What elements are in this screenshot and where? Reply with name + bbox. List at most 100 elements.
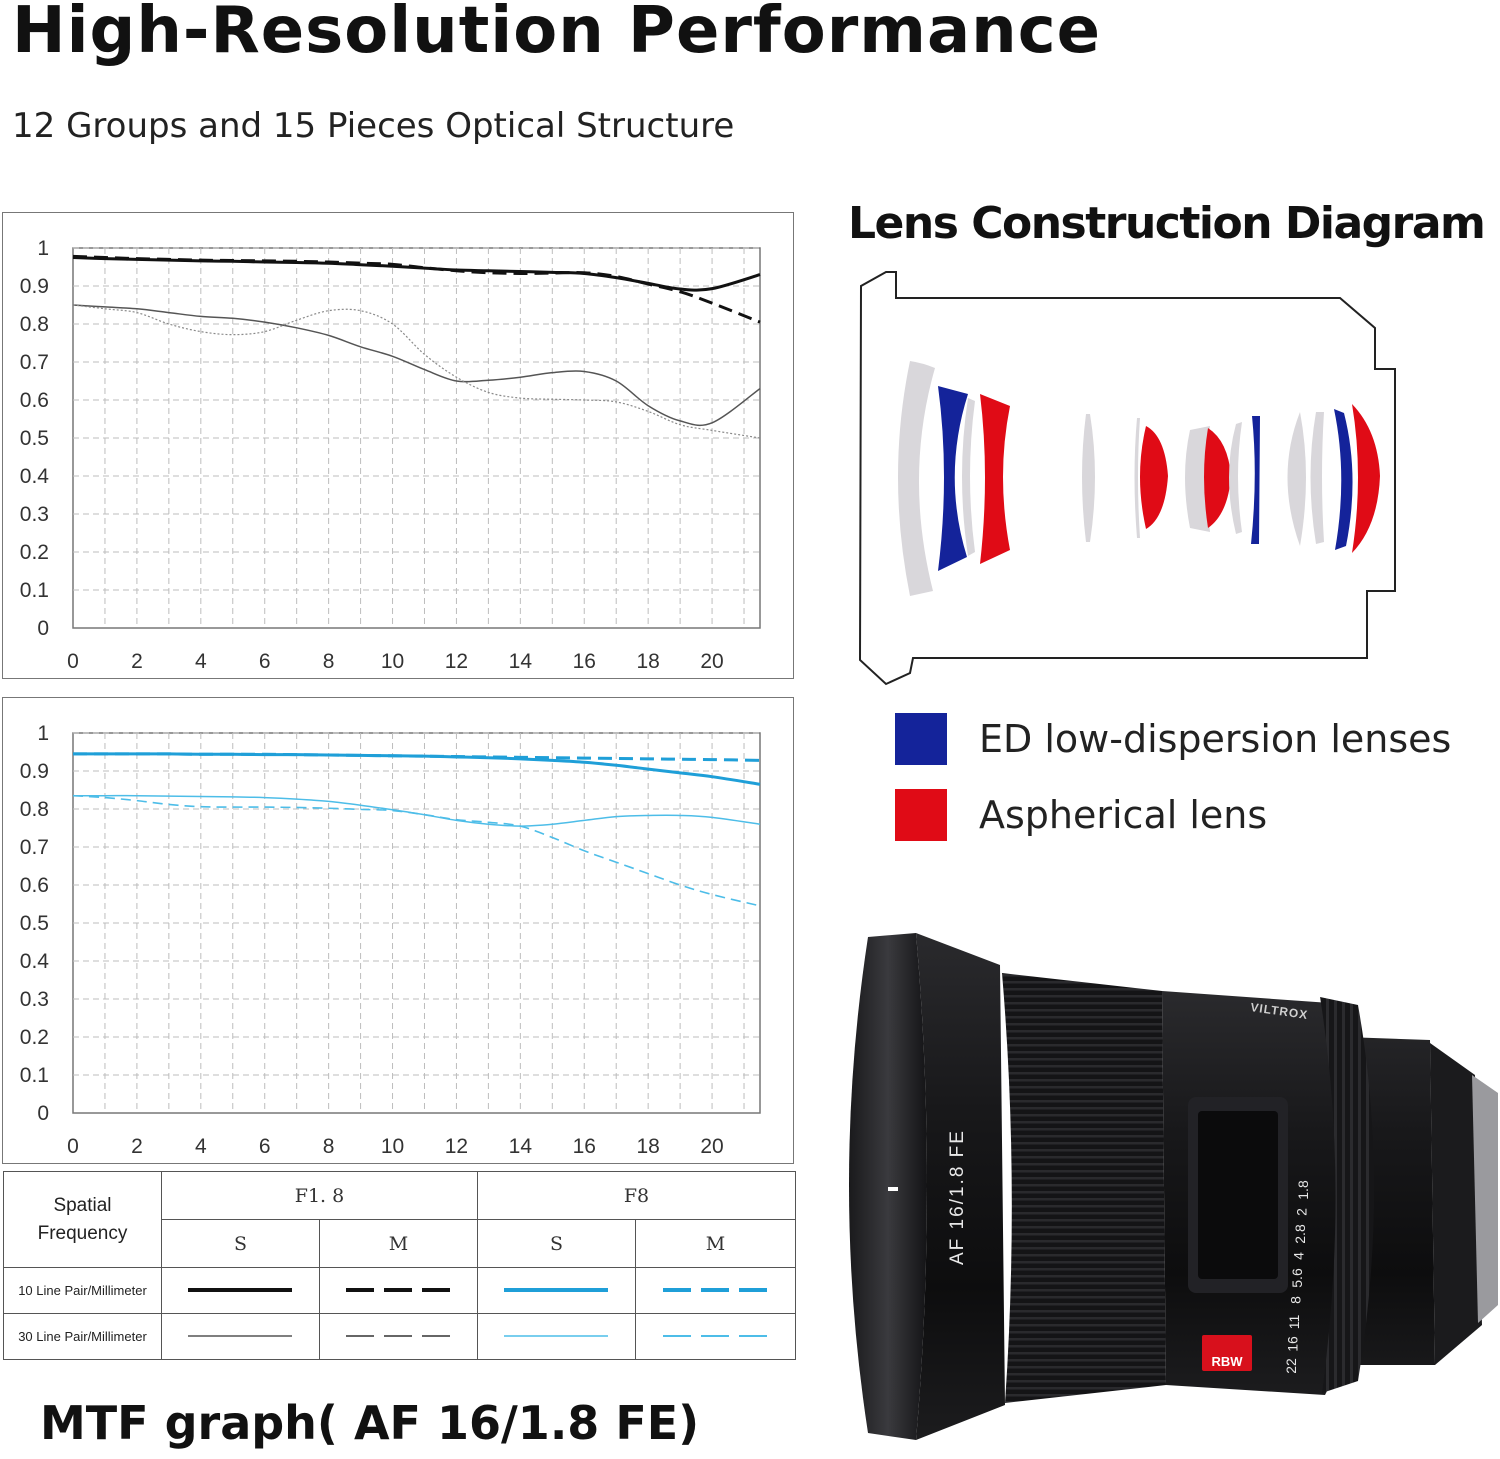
aperture-scale: 1.8 2 2.8 4 5.6 8 11 16 22 <box>1283 1180 1311 1374</box>
aperture-scale-value: 1.8 <box>1295 1180 1311 1200</box>
legend-swatch-f18-m-10lp <box>345 1288 450 1293</box>
legend-swatch-f8-m-30lp <box>662 1335 767 1338</box>
legend-swatch-f18-m-30lp <box>345 1335 450 1338</box>
lens-element-4 <box>1134 418 1140 538</box>
x-tick-label: 0 <box>67 650 79 673</box>
y-tick-label: 0.9 <box>20 275 49 298</box>
mtf-chart-f18-plot: 00.10.20.30.40.50.60.70.80.910 2 4 6 8 10 12 14… <box>20 237 761 673</box>
lens-element-1 <box>898 361 935 596</box>
series-line-2 <box>72 254 761 324</box>
y-tick-label: 0.6 <box>20 874 49 897</box>
x-tick-label: 20 <box>700 650 723 673</box>
series-line-4 <box>72 794 761 907</box>
legend-corner-line1: Spatial <box>53 1194 112 1216</box>
legend-aspherical-label: Aspherical lens <box>979 793 1268 837</box>
mtf-caption: MTF graph( AF 16/1.8 FE) <box>40 1396 700 1450</box>
lens-element-2 <box>962 398 975 556</box>
legend-f18-sagittal: S <box>161 1219 320 1268</box>
y-tick-label: 0.8 <box>20 798 49 821</box>
legend-ed-label: ED low-dispersion lenses <box>979 717 1452 761</box>
aperture-scale-value: 11 <box>1286 1315 1302 1330</box>
y-tick-label: 0.6 <box>20 389 49 412</box>
legend-aperture-f8: F8 <box>477 1171 797 1220</box>
y-tick-label: 0.7 <box>20 351 49 374</box>
legend-f18-meridional: M <box>318 1219 479 1268</box>
legend-f8-meridional: M <box>635 1219 797 1268</box>
aperture-scale-value: 4 <box>1291 1252 1307 1260</box>
x-tick-label: 20 <box>700 1135 723 1158</box>
x-tick-label: 16 <box>573 650 596 673</box>
x-tick-label: 12 <box>445 650 468 673</box>
lens-element-5 <box>1185 426 1210 532</box>
page-subtitle: 12 Groups and 15 Pieces Optical Structur… <box>12 106 735 146</box>
y-tick-label: 0.5 <box>20 427 49 450</box>
x-tick-label: 2 <box>131 650 143 673</box>
legend-swatch-f8-s-10lp <box>503 1288 608 1293</box>
legend-aperture-f18: F1. 8 <box>160 1171 479 1220</box>
y-tick-label: 0.4 <box>20 465 50 488</box>
aperture-scale-value: 2.8 <box>1292 1224 1308 1244</box>
legend-f8-sagittal: S <box>477 1219 637 1268</box>
y-tick-label: 1 <box>37 237 49 260</box>
mtf-legend-table: Spatial Frequency F1. 8 F8 S M S M 10 Li… <box>3 1171 797 1360</box>
legend-ed-lenses: ED low-dispersion lenses <box>895 713 1451 765</box>
x-tick-label: 8 <box>323 1135 335 1158</box>
aperture-scale-value: 5.6 <box>1289 1268 1305 1288</box>
y-tick-label: 0.3 <box>20 503 49 526</box>
lens-element-asph-1 <box>980 394 1010 564</box>
aperture-scale-value: 8 <box>1288 1296 1304 1304</box>
lens-element-ed-2 <box>1251 416 1260 544</box>
page-title: High-Resolution Performance <box>12 0 1102 68</box>
legend-corner-line2: Frequency <box>37 1222 128 1244</box>
mtf-chart-f8: 0 0.1 0.2 0.3 0.4 0.5 0.6 0.7 0.8 0.9 1 0 2 4 6 8 10 12 14… <box>2 697 794 1164</box>
lens-element-8 <box>1310 412 1324 544</box>
aperture-scale-value: 2 <box>1294 1208 1310 1216</box>
x-tick-label: 6 <box>259 650 271 673</box>
rbw-badge <box>1202 1335 1252 1371</box>
legend-aspherical-lens: Aspherical lens <box>895 789 1267 841</box>
lens-element-ed-3 <box>1334 409 1353 550</box>
lens-diagram-title: Lens Construction Diagram <box>848 198 1486 249</box>
lens-element-asph-3 <box>1204 428 1231 528</box>
x-tick-label: 18 <box>636 650 659 673</box>
y-tick-label: 0.4 <box>20 950 50 973</box>
x-tick-label: 4 <box>195 650 207 673</box>
y-tick-label: 0.2 <box>20 541 49 564</box>
aperture-scale-value: 16 <box>1285 1336 1301 1352</box>
x-tick-label: 14 <box>509 1135 533 1158</box>
lens-element-ed-1 <box>938 386 968 571</box>
legend-row-10lp-label: 10 Line Pair/Millimeter <box>3 1267 162 1314</box>
y-tick-label: 0.1 <box>20 579 49 602</box>
y-tick-label: 0 <box>37 1102 49 1125</box>
y-tick-label: 1 <box>37 722 49 745</box>
y-tick-label: 0.1 <box>20 1064 49 1087</box>
lens-element-asph-2 <box>1140 426 1168 529</box>
x-tick-label: 2 <box>131 1135 143 1158</box>
x-tick-label: 14 <box>509 650 533 673</box>
y-tick-label: 0 <box>37 617 49 640</box>
legend-swatch-f18-s-10lp <box>187 1288 292 1293</box>
x-tick-label: 10 <box>381 1135 404 1158</box>
mtf-chart-f8-plot: 00.10.20.30.40.50.60.70.80.910 2 4 6 8 10 12 14… <box>20 722 761 1158</box>
legend-row-30lp-label: 30 Line Pair/Millimeter <box>3 1313 162 1360</box>
x-tick-label: 4 <box>195 1135 207 1158</box>
y-tick-label: 0.2 <box>20 1026 49 1049</box>
lens-element-3 <box>1082 414 1095 542</box>
legend-swatch-f8-s-30lp <box>503 1335 608 1338</box>
y-tick-label: 0.3 <box>20 988 49 1011</box>
lens-construction-diagram <box>858 271 1396 686</box>
lens-barrel-outline <box>858 271 1396 686</box>
lens-product-photo: RBW AF 16/1.8 FE VILTROX 1.822.845.68111… <box>849 933 1498 1440</box>
product-model-label: AF 16/1.8 FE <box>947 1129 968 1265</box>
x-tick-label: 6 <box>259 1135 271 1158</box>
x-tick-label: 8 <box>323 650 335 673</box>
lens-element-asph-4 <box>1352 404 1380 553</box>
x-tick-label: 12 <box>445 1135 468 1158</box>
series-line-3 <box>72 304 761 427</box>
legend-swatch-f8-m-10lp <box>662 1288 767 1293</box>
x-tick-label: 10 <box>381 650 404 673</box>
series-line-2 <box>73 752 761 762</box>
legend-swatch-f18-s-30lp <box>187 1335 292 1338</box>
y-tick-label: 0.9 <box>20 760 49 783</box>
y-tick-label: 0.8 <box>20 313 49 336</box>
